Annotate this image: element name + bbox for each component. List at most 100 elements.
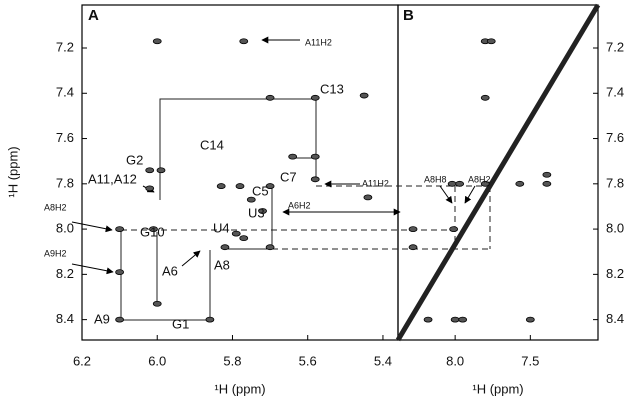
annotation: U3 — [248, 205, 265, 220]
cross-peak — [145, 185, 155, 192]
cross-peak — [408, 244, 418, 251]
panel-label: B — [403, 7, 414, 24]
annotation: C14 — [200, 137, 224, 152]
y-tick-label: 7.8 — [56, 175, 74, 190]
annotation: A6H2 — [288, 200, 311, 210]
cross-peak — [115, 269, 125, 275]
annotation: A8 — [214, 257, 230, 272]
cross-peak — [458, 316, 468, 323]
dashed-links — [121, 185, 491, 250]
cross-peak — [149, 226, 158, 232]
cross-peak — [115, 316, 125, 323]
annotation: A8H2 — [468, 174, 491, 184]
cross-peak — [235, 183, 245, 189]
walk-line — [120, 230, 211, 321]
y-tick-label: 7.4 — [56, 85, 74, 100]
cross-peak — [480, 180, 490, 187]
x-tick-label: 6.0 — [148, 353, 166, 368]
cross-peak — [363, 194, 373, 201]
cross-peak — [239, 235, 249, 242]
y-tick-label: 8.0 — [56, 221, 74, 236]
y-tick-label: 8.2 — [56, 266, 74, 281]
y-tick-label: 7.8 — [606, 175, 624, 190]
annotation: A9H2 — [44, 248, 67, 258]
cross-peak — [310, 176, 320, 183]
arrow — [464, 185, 476, 204]
arrow — [439, 185, 453, 204]
walk-lines — [120, 98, 317, 321]
cross-peak — [216, 183, 226, 189]
cross-peak — [525, 316, 535, 323]
annotation: A9 — [94, 311, 110, 326]
cross-peak — [145, 167, 155, 174]
cross-peak — [486, 38, 496, 45]
annotation: A11H2 — [305, 37, 332, 47]
panel-label: A — [88, 7, 99, 24]
annotation: A6 — [162, 263, 178, 278]
cross-peak — [152, 300, 162, 307]
cross-peak — [310, 94, 320, 101]
y-tick-label: 7.6 — [56, 130, 74, 145]
x-tick-label: 6.2 — [73, 353, 91, 368]
cross-peak — [449, 226, 459, 232]
cross-peak — [265, 183, 275, 189]
diagonal — [395, 3, 601, 342]
cross-peak — [231, 230, 241, 237]
y-tick-label: 7.2 — [606, 39, 624, 54]
cross-peak — [205, 316, 215, 323]
y-tick-label: 8.4 — [56, 311, 74, 326]
cross-peak — [152, 38, 162, 45]
arrow — [71, 263, 114, 275]
annotation: A11H2 — [362, 178, 389, 188]
annotation: C5 — [252, 183, 269, 198]
annotation: G1 — [172, 316, 189, 331]
x-tick-label: 5.4 — [374, 353, 392, 368]
y-tick-label: 7.4 — [606, 85, 624, 100]
panel-b-frame — [397, 4, 599, 341]
y-tick-label: 7.6 — [606, 130, 624, 145]
cross-peak — [542, 180, 552, 187]
annotation: G2 — [126, 152, 143, 167]
annotation: A8H2 — [44, 202, 67, 212]
cross-peak — [480, 94, 490, 101]
x-tick-label: 8.0 — [446, 353, 464, 368]
x-axis-title: ¹H (ppm) — [214, 381, 265, 396]
arrow — [71, 221, 113, 233]
annotation: A8H8 — [424, 174, 447, 184]
cross-peak — [258, 208, 267, 214]
arrows — [71, 36, 476, 275]
x-tick-label: 5.6 — [299, 353, 317, 368]
y-tick-label: 8.4 — [606, 311, 624, 326]
x-tick-label: 5.8 — [223, 353, 241, 368]
cross-peak — [408, 226, 418, 232]
annotation: G10 — [140, 224, 165, 239]
cross-peak — [423, 316, 433, 323]
cross-peak — [156, 167, 166, 174]
y-tick-label: 8.2 — [606, 266, 624, 281]
annotation: C13 — [320, 81, 344, 96]
cross-peak — [288, 153, 298, 160]
y-axis-title: ¹H (ppm) — [5, 146, 20, 197]
cross-peak — [265, 244, 275, 251]
cross-peak — [515, 180, 525, 187]
cross-peak — [310, 153, 320, 160]
cross-peak — [359, 92, 369, 99]
cross-peak — [246, 196, 256, 203]
cross-peak — [455, 180, 465, 187]
cross-peak — [220, 244, 230, 251]
cross-peak — [450, 316, 460, 323]
annotation: A11,A12 — [88, 171, 137, 186]
y-tick-label: 7.2 — [56, 39, 74, 54]
cross-peak — [447, 180, 457, 187]
cross-peak — [239, 38, 249, 45]
cross-peak — [265, 94, 275, 101]
cross-peak — [115, 226, 125, 232]
y-tick-label: 8.0 — [606, 221, 624, 236]
x-axis-title: ¹H (ppm) — [472, 381, 523, 396]
annotation: C7 — [280, 169, 297, 184]
x-tick-label: 7.5 — [521, 353, 539, 368]
cross-peak — [542, 171, 552, 178]
arrow — [181, 250, 201, 267]
annotation: U4 — [213, 220, 230, 235]
